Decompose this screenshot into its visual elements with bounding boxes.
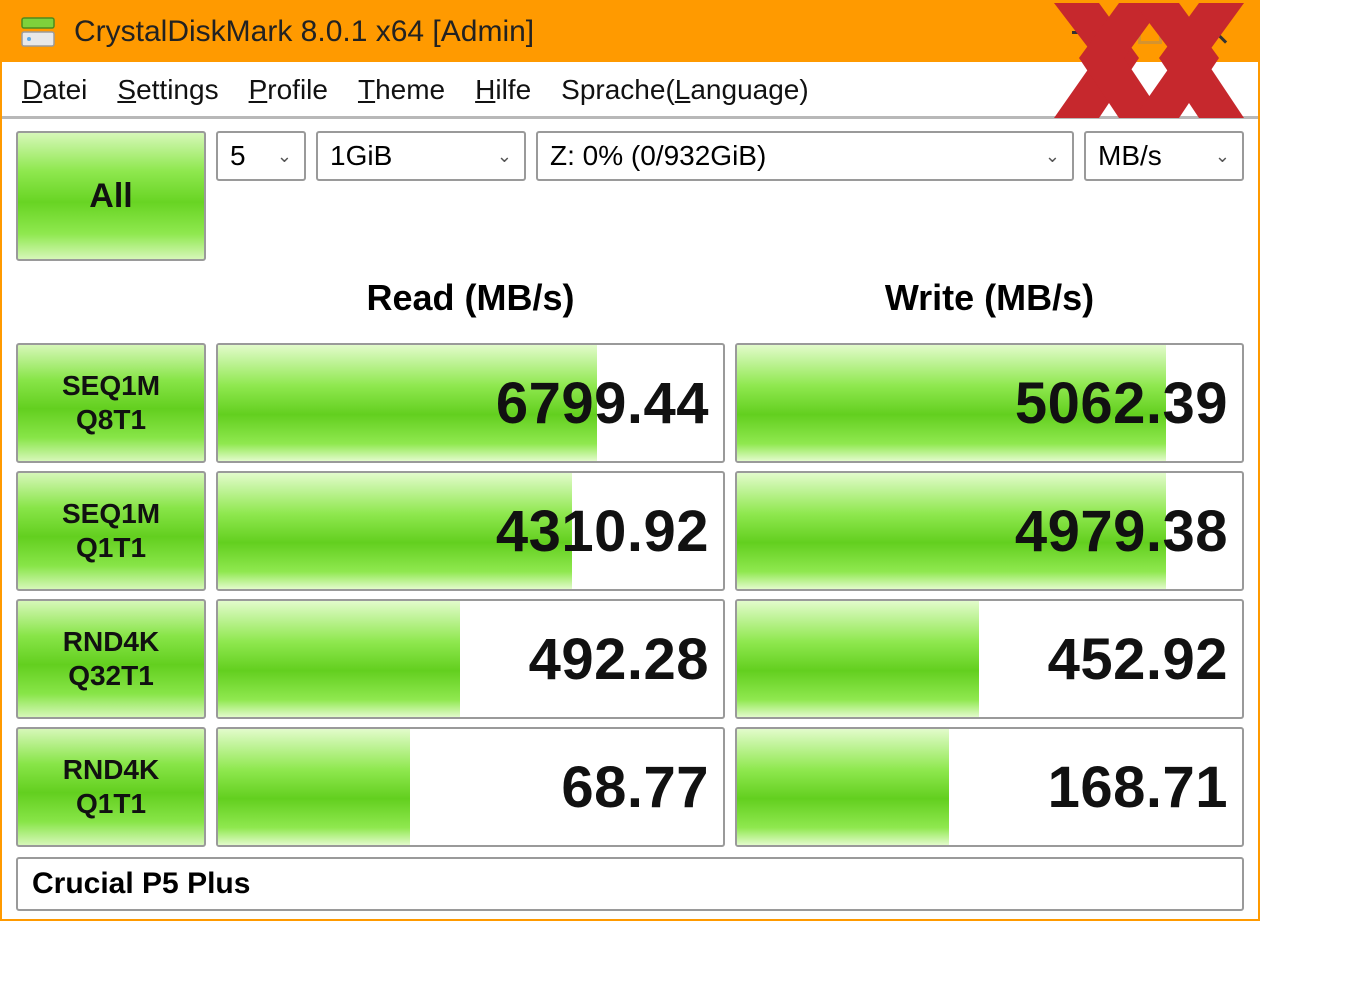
test-button-seq1m-q1t1[interactable]: SEQ1MQ1T1 (16, 471, 206, 591)
test-label-line2: Q1T1 (76, 787, 146, 821)
menu-item-settings[interactable]: Settings (117, 74, 218, 106)
write-value: 452.92 (737, 601, 1242, 717)
read-result-cell: 4310.92 (216, 471, 725, 591)
unit-select[interactable]: MB/s ⌄ (1084, 131, 1244, 181)
read-value: 492.28 (218, 601, 723, 717)
chevron-down-icon: ⌄ (1215, 146, 1230, 167)
read-result-cell: 6799.44 (216, 343, 725, 463)
drive-value: Z: 0% (0/932GiB) (550, 140, 766, 172)
window-controls (1072, 19, 1248, 45)
crystaldiskmark-window: CrystalDiskMark 8.0.1 x64 [Admin] Datei S… (0, 0, 1260, 921)
test-label-line2: Q1T1 (76, 531, 146, 565)
write-result-cell: 5062.39 (735, 343, 1244, 463)
device-name-field[interactable]: Crucial P5 Plus (16, 857, 1244, 911)
run-all-label: All (89, 177, 132, 216)
test-row: SEQ1MQ1T14310.924979.38 (16, 471, 1244, 591)
maximize-button[interactable] (1138, 20, 1162, 44)
write-value: 168.71 (737, 729, 1242, 845)
chevron-down-icon: ⌄ (497, 146, 512, 167)
test-label-line2: Q32T1 (68, 659, 154, 693)
test-button-rnd4k-q1t1[interactable]: RND4KQ1T1 (16, 727, 206, 847)
test-label-line2: Q8T1 (76, 403, 146, 437)
body: All 5 ⌄ 1GiB ⌄ Z: 0% (0/932GiB) ⌄ MB/s ⌄… (2, 119, 1258, 919)
device-name: Crucial P5 Plus (32, 867, 250, 900)
read-header: Read (MB/s) (216, 267, 725, 335)
window-title: CrystalDiskMark 8.0.1 x64 [Admin] (74, 15, 534, 49)
size-value: 1GiB (330, 140, 392, 172)
menu-item-hilfe[interactable]: Hilfe (475, 74, 531, 106)
test-row: RND4KQ1T168.77168.71 (16, 727, 1244, 847)
menu-item-datei[interactable]: Datei (22, 74, 87, 106)
write-value: 4979.38 (737, 473, 1242, 589)
menu-item-sprachelanguage[interactable]: Sprache(Language) (561, 74, 809, 106)
read-result-cell: 492.28 (216, 599, 725, 719)
chevron-down-icon: ⌄ (1045, 146, 1060, 167)
read-result-cell: 68.77 (216, 727, 725, 847)
runs-value: 5 (230, 140, 246, 172)
write-result-cell: 168.71 (735, 727, 1244, 847)
test-label-line1: SEQ1M (62, 497, 160, 531)
unit-value: MB/s (1098, 140, 1162, 172)
test-label-line1: SEQ1M (62, 369, 160, 403)
write-header: Write (MB/s) (735, 267, 1244, 335)
app-icon (20, 14, 56, 50)
size-select[interactable]: 1GiB ⌄ (316, 131, 526, 181)
menu-item-theme[interactable]: Theme (358, 74, 445, 106)
column-headers: Read (MB/s) Write (MB/s) (16, 267, 1244, 335)
titlebar: CrystalDiskMark 8.0.1 x64 [Admin] (2, 2, 1258, 62)
runs-select[interactable]: 5 ⌄ (216, 131, 306, 181)
write-result-cell: 452.92 (735, 599, 1244, 719)
close-button[interactable] (1202, 19, 1228, 45)
minimize-button[interactable] (1072, 31, 1098, 34)
test-row: SEQ1MQ8T16799.445062.39 (16, 343, 1244, 463)
read-value: 4310.92 (218, 473, 723, 589)
test-button-seq1m-q8t1[interactable]: SEQ1MQ8T1 (16, 343, 206, 463)
write-result-cell: 4979.38 (735, 471, 1244, 591)
read-value: 6799.44 (218, 345, 723, 461)
menu-item-profile[interactable]: Profile (249, 74, 328, 106)
test-label-line1: RND4K (63, 753, 159, 787)
run-all-button[interactable]: All (16, 131, 206, 261)
read-value: 68.77 (218, 729, 723, 845)
test-label-line1: RND4K (63, 625, 159, 659)
chevron-down-icon: ⌄ (277, 146, 292, 167)
controls-row: All 5 ⌄ 1GiB ⌄ Z: 0% (0/932GiB) ⌄ MB/s ⌄ (16, 131, 1244, 261)
drive-select[interactable]: Z: 0% (0/932GiB) ⌄ (536, 131, 1074, 181)
test-button-rnd4k-q32t1[interactable]: RND4KQ32T1 (16, 599, 206, 719)
test-row: RND4KQ32T1492.28452.92 (16, 599, 1244, 719)
write-value: 5062.39 (737, 345, 1242, 461)
menu-bar: Datei Settings Profile Theme Hilfe Sprache(La… (2, 62, 1258, 119)
